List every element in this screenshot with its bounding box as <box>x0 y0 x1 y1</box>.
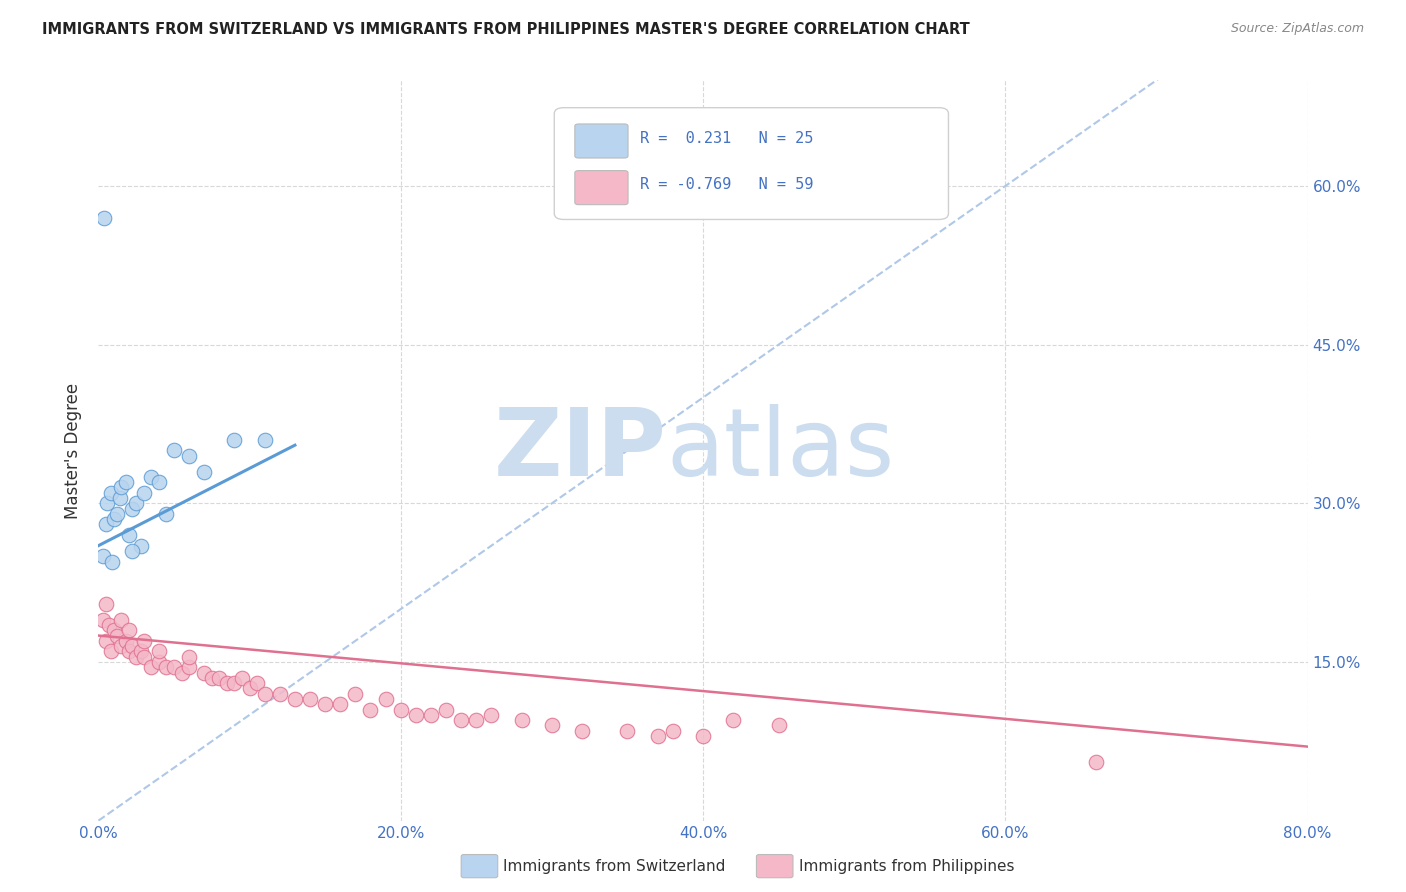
FancyBboxPatch shape <box>554 108 949 219</box>
Point <box>96 496 118 510</box>
Point <box>118 644 141 658</box>
Point <box>101 555 124 569</box>
FancyBboxPatch shape <box>575 124 628 158</box>
Point <box>208 671 231 685</box>
Point <box>344 687 367 701</box>
Text: R = -0.769   N = 59: R = -0.769 N = 59 <box>640 178 814 192</box>
Point <box>121 544 143 558</box>
Point <box>723 713 745 727</box>
Point <box>155 507 177 521</box>
Point <box>114 633 136 648</box>
Text: atlas: atlas <box>666 404 896 497</box>
Point <box>132 633 155 648</box>
Point <box>163 443 186 458</box>
Point <box>91 613 114 627</box>
Point <box>103 512 125 526</box>
Point <box>110 481 132 495</box>
Point <box>405 707 427 722</box>
Point <box>125 649 148 664</box>
Point <box>132 649 155 664</box>
Point <box>389 703 412 717</box>
Point <box>193 465 215 479</box>
Point <box>98 618 121 632</box>
Point <box>193 665 215 680</box>
Point <box>141 660 163 674</box>
Point <box>215 676 238 690</box>
Point <box>118 624 141 638</box>
Point <box>231 671 253 685</box>
Point <box>253 433 276 447</box>
Text: Source: ZipAtlas.com: Source: ZipAtlas.com <box>1230 22 1364 36</box>
Point <box>110 639 132 653</box>
Point <box>571 723 593 738</box>
Point <box>246 676 269 690</box>
Point <box>100 644 122 658</box>
Point <box>768 718 790 732</box>
Point <box>224 676 246 690</box>
Point <box>269 687 291 701</box>
Point <box>105 507 128 521</box>
Point <box>450 713 472 727</box>
Text: IMMIGRANTS FROM SWITZERLAND VS IMMIGRANTS FROM PHILIPPINES MASTER'S DEGREE CORRE: IMMIGRANTS FROM SWITZERLAND VS IMMIGRANT… <box>42 22 970 37</box>
Y-axis label: Master's Degree: Master's Degree <box>65 383 83 518</box>
Point <box>148 475 170 490</box>
Point <box>299 692 322 706</box>
Point <box>148 644 170 658</box>
Point <box>481 707 503 722</box>
Point <box>129 644 152 658</box>
Point <box>284 692 307 706</box>
Point <box>141 470 163 484</box>
Point <box>100 485 122 500</box>
Point <box>179 660 201 674</box>
Point <box>360 703 382 717</box>
Text: R =  0.231   N = 25: R = 0.231 N = 25 <box>640 130 814 145</box>
Point <box>108 491 131 505</box>
Point <box>510 713 533 727</box>
Point <box>163 660 186 674</box>
Point <box>114 475 136 490</box>
Point <box>201 671 224 685</box>
Point <box>103 624 125 638</box>
Point <box>420 707 443 722</box>
Point <box>105 628 128 642</box>
Point <box>132 485 155 500</box>
Point <box>179 449 201 463</box>
Point <box>692 729 714 743</box>
Point <box>1085 756 1108 770</box>
Point <box>661 723 683 738</box>
Point <box>170 665 193 680</box>
Point <box>91 549 114 564</box>
FancyBboxPatch shape <box>575 170 628 204</box>
Point <box>121 501 143 516</box>
Point <box>465 713 488 727</box>
Point <box>239 681 262 696</box>
Point <box>118 528 141 542</box>
Point <box>121 639 143 653</box>
Point <box>110 613 132 627</box>
Point <box>329 698 352 712</box>
Point <box>647 729 669 743</box>
Point <box>148 655 170 669</box>
Point <box>374 692 396 706</box>
Point <box>125 496 148 510</box>
Text: Immigrants from Switzerland: Immigrants from Switzerland <box>503 859 725 873</box>
Text: Immigrants from Philippines: Immigrants from Philippines <box>799 859 1014 873</box>
Point <box>93 211 115 225</box>
Point <box>179 649 201 664</box>
Point <box>224 433 246 447</box>
Point <box>155 660 177 674</box>
Point <box>314 698 336 712</box>
Point <box>94 517 117 532</box>
Point <box>94 597 117 611</box>
Point <box>94 633 117 648</box>
Point <box>129 539 152 553</box>
Point <box>616 723 638 738</box>
Point <box>540 718 562 732</box>
Point <box>253 687 276 701</box>
Text: ZIP: ZIP <box>494 404 666 497</box>
Point <box>434 703 457 717</box>
